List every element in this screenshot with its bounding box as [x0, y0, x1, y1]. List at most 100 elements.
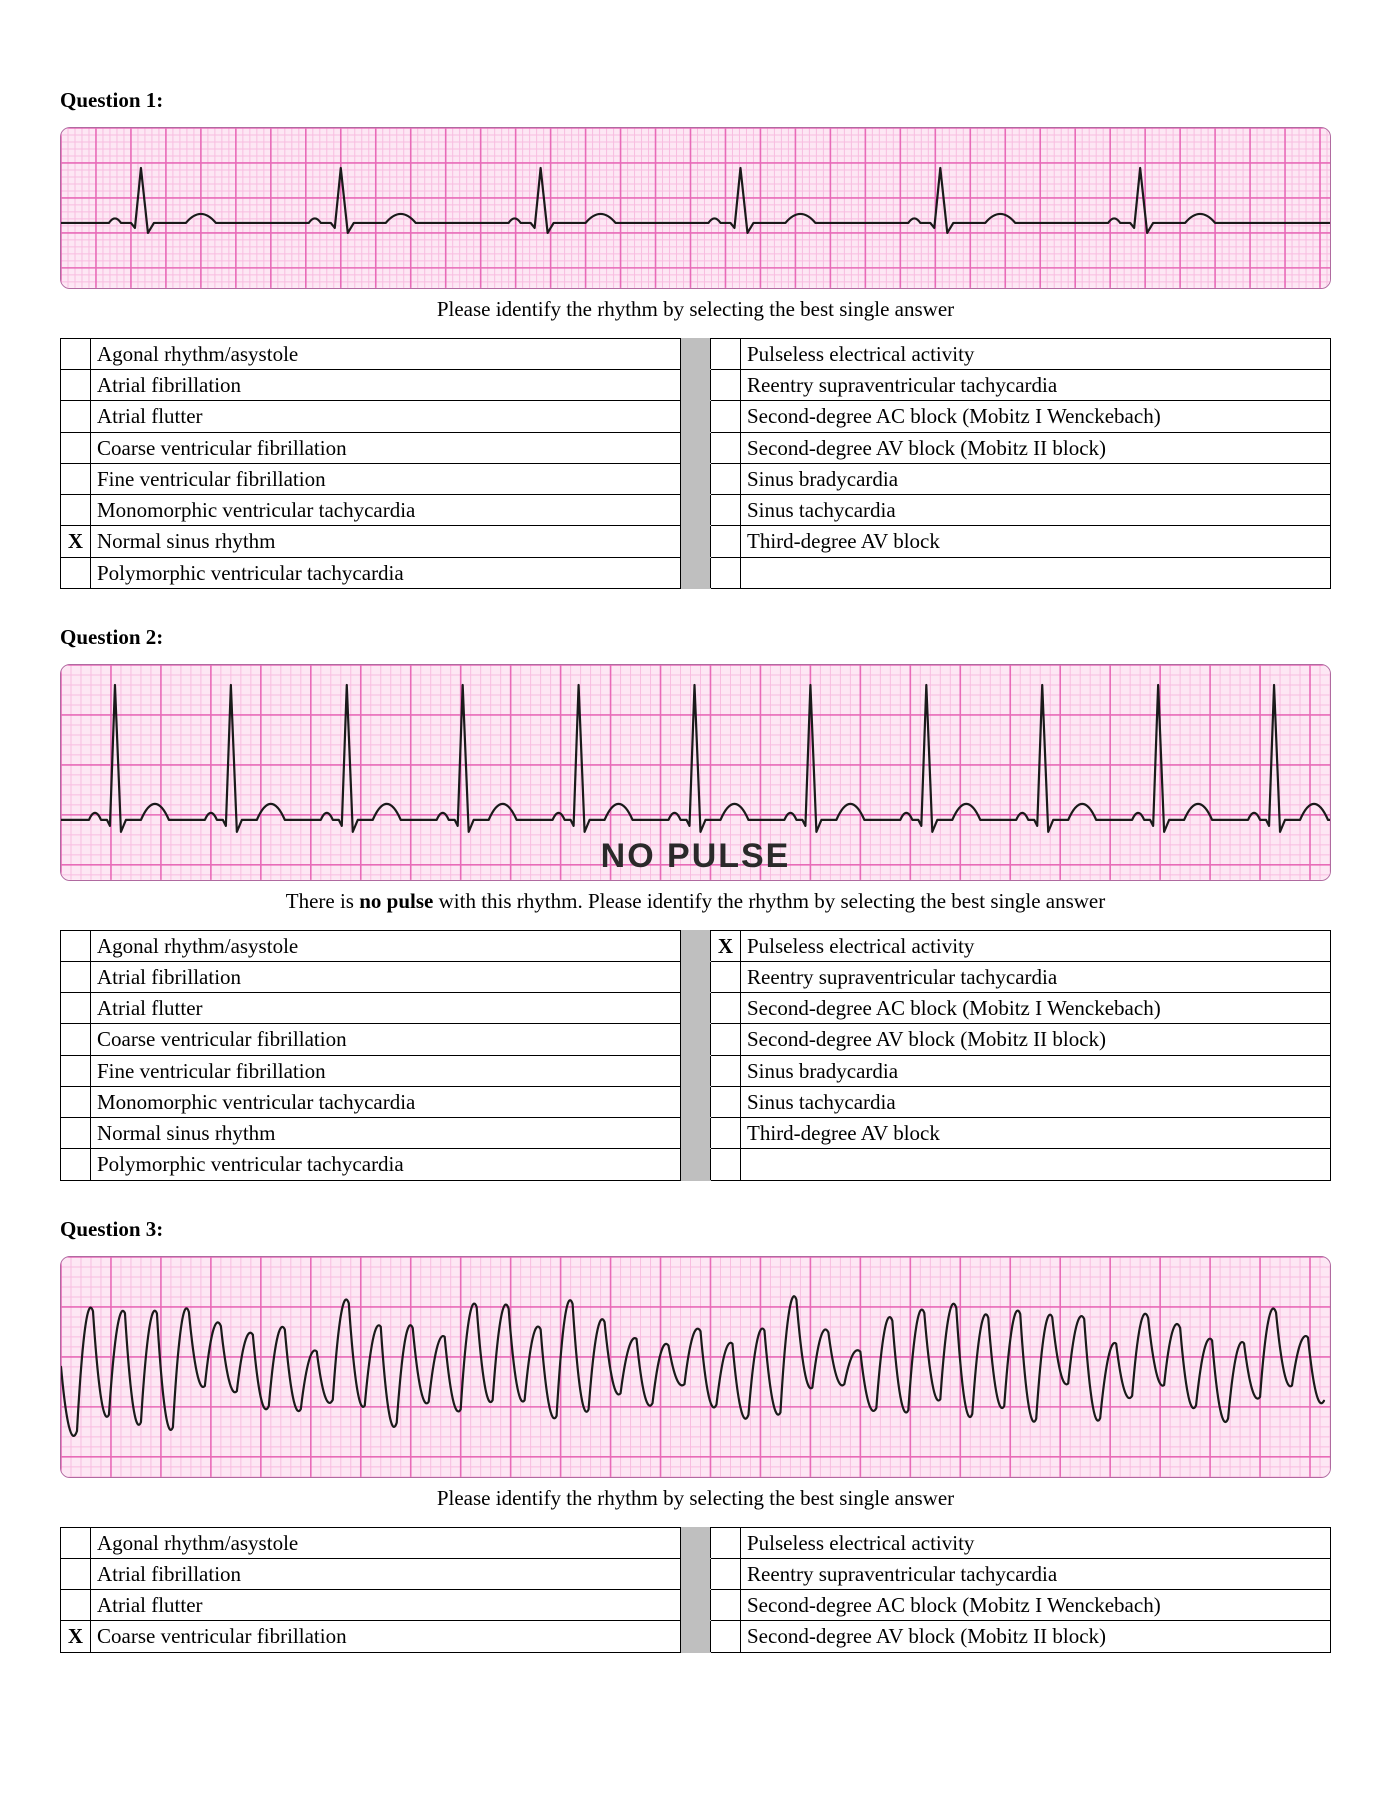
checkbox-left[interactable] — [61, 1590, 91, 1621]
column-gap — [681, 463, 711, 494]
checkbox-right[interactable] — [711, 557, 741, 588]
option-right: Sinus tachycardia — [741, 495, 1331, 526]
option-left: Coarse ventricular fibrillation — [91, 432, 681, 463]
answer-row: Coarse ventricular fibrillation Second-d… — [61, 1024, 1331, 1055]
checkbox-left[interactable] — [61, 961, 91, 992]
answer-row: Coarse ventricular fibrillation Second-d… — [61, 432, 1331, 463]
answer-row: X Normal sinus rhythm Third-degree AV bl… — [61, 526, 1331, 557]
checkbox-right[interactable] — [711, 1055, 741, 1086]
option-left: Fine ventricular fibrillation — [91, 463, 681, 494]
column-gap — [681, 1558, 711, 1589]
checkbox-right[interactable]: X — [711, 930, 741, 961]
answer-row: Monomorphic ventricular tachycardia Sinu… — [61, 1086, 1331, 1117]
question-block-1: Question 1:Please identify the rhythm by… — [60, 88, 1331, 589]
option-left: Atrial flutter — [91, 1590, 681, 1621]
checkbox-right[interactable] — [711, 370, 741, 401]
checkbox-left[interactable] — [61, 1055, 91, 1086]
checkbox-left[interactable] — [61, 1024, 91, 1055]
answer-row: X Coarse ventricular fibrillation Second… — [61, 1621, 1331, 1652]
column-gap — [681, 495, 711, 526]
answer-row: Polymorphic ventricular tachycardia — [61, 1149, 1331, 1180]
checkbox-left[interactable] — [61, 1086, 91, 1117]
answer-table: Agonal rhythm/asystole Pulseless electri… — [60, 338, 1331, 589]
option-right: Third-degree AV block — [741, 1118, 1331, 1149]
option-right: Second-degree AV block (Mobitz II block) — [741, 432, 1331, 463]
checkbox-right[interactable] — [711, 401, 741, 432]
option-right: Second-degree AC block (Mobitz I Wenckeb… — [741, 1590, 1331, 1621]
checkbox-right[interactable] — [711, 1558, 741, 1589]
ecg-strip-svg — [61, 1257, 1330, 1477]
option-left: Agonal rhythm/asystole — [91, 930, 681, 961]
column-gap — [681, 930, 711, 961]
option-right: Pulseless electrical activity — [741, 930, 1331, 961]
checkbox-right[interactable] — [711, 338, 741, 369]
checkbox-right[interactable] — [711, 1086, 741, 1117]
column-gap — [681, 1086, 711, 1117]
checkbox-left[interactable] — [61, 463, 91, 494]
answer-row: Normal sinus rhythm Third-degree AV bloc… — [61, 1118, 1331, 1149]
option-left: Normal sinus rhythm — [91, 526, 681, 557]
checkbox-left[interactable]: X — [61, 526, 91, 557]
checkbox-left[interactable] — [61, 1558, 91, 1589]
ecg-strip-svg: NO PULSE — [61, 665, 1330, 880]
option-right: Reentry supraventricular tachycardia — [741, 1558, 1331, 1589]
checkbox-right[interactable] — [711, 1527, 741, 1558]
checkbox-left[interactable] — [61, 993, 91, 1024]
option-right: Second-degree AV block (Mobitz II block) — [741, 1024, 1331, 1055]
checkbox-left[interactable] — [61, 557, 91, 588]
checkbox-right[interactable] — [711, 495, 741, 526]
checkbox-left[interactable] — [61, 1149, 91, 1180]
option-left: Agonal rhythm/asystole — [91, 1527, 681, 1558]
ecg-strip — [60, 1256, 1331, 1478]
option-right: Sinus tachycardia — [741, 1086, 1331, 1117]
checkbox-left[interactable] — [61, 432, 91, 463]
question-title: Question 3: — [60, 1217, 1331, 1242]
column-gap — [681, 1055, 711, 1086]
column-gap — [681, 1621, 711, 1652]
checkbox-left[interactable] — [61, 370, 91, 401]
option-left: Atrial flutter — [91, 993, 681, 1024]
option-right: Second-degree AC block (Mobitz I Wenckeb… — [741, 401, 1331, 432]
answer-row: Atrial fibrillation Reentry supraventric… — [61, 1558, 1331, 1589]
checkbox-left[interactable]: X — [61, 1621, 91, 1652]
answer-row: Atrial flutter Second-degree AC block (M… — [61, 401, 1331, 432]
question-prompt: There is no pulse with this rhythm. Plea… — [60, 889, 1331, 914]
option-left: Agonal rhythm/asystole — [91, 338, 681, 369]
checkbox-right[interactable] — [711, 1118, 741, 1149]
answer-table: Agonal rhythm/asystole X Pulseless elect… — [60, 930, 1331, 1181]
checkbox-right[interactable] — [711, 1590, 741, 1621]
checkbox-left[interactable] — [61, 401, 91, 432]
answer-row: Polymorphic ventricular tachycardia — [61, 557, 1331, 588]
question-block-3: Question 3:Please identify the rhythm by… — [60, 1217, 1331, 1653]
checkbox-right[interactable] — [711, 463, 741, 494]
checkbox-right[interactable] — [711, 993, 741, 1024]
option-left: Polymorphic ventricular tachycardia — [91, 1149, 681, 1180]
column-gap — [681, 1149, 711, 1180]
svg-text:NO PULSE: NO PULSE — [601, 837, 791, 875]
ecg-strip — [60, 127, 1331, 289]
checkbox-right[interactable] — [711, 1024, 741, 1055]
option-right — [741, 1149, 1331, 1180]
checkbox-left[interactable] — [61, 930, 91, 961]
checkbox-right[interactable] — [711, 961, 741, 992]
option-right: Sinus bradycardia — [741, 463, 1331, 494]
answer-table: Agonal rhythm/asystole Pulseless electri… — [60, 1527, 1331, 1653]
column-gap — [681, 1118, 711, 1149]
answer-row: Atrial flutter Second-degree AC block (M… — [61, 1590, 1331, 1621]
checkbox-right[interactable] — [711, 1621, 741, 1652]
checkbox-left[interactable] — [61, 1527, 91, 1558]
checkbox-right[interactable] — [711, 432, 741, 463]
option-right — [741, 557, 1331, 588]
checkbox-left[interactable] — [61, 1118, 91, 1149]
checkbox-right[interactable] — [711, 526, 741, 557]
answer-row: Atrial fibrillation Reentry supraventric… — [61, 961, 1331, 992]
option-left: Atrial fibrillation — [91, 961, 681, 992]
option-left: Coarse ventricular fibrillation — [91, 1621, 681, 1652]
column-gap — [681, 432, 711, 463]
option-right: Pulseless electrical activity — [741, 338, 1331, 369]
checkbox-right[interactable] — [711, 1149, 741, 1180]
option-left: Normal sinus rhythm — [91, 1118, 681, 1149]
answer-row: Fine ventricular fibrillation Sinus brad… — [61, 463, 1331, 494]
checkbox-left[interactable] — [61, 495, 91, 526]
checkbox-left[interactable] — [61, 338, 91, 369]
